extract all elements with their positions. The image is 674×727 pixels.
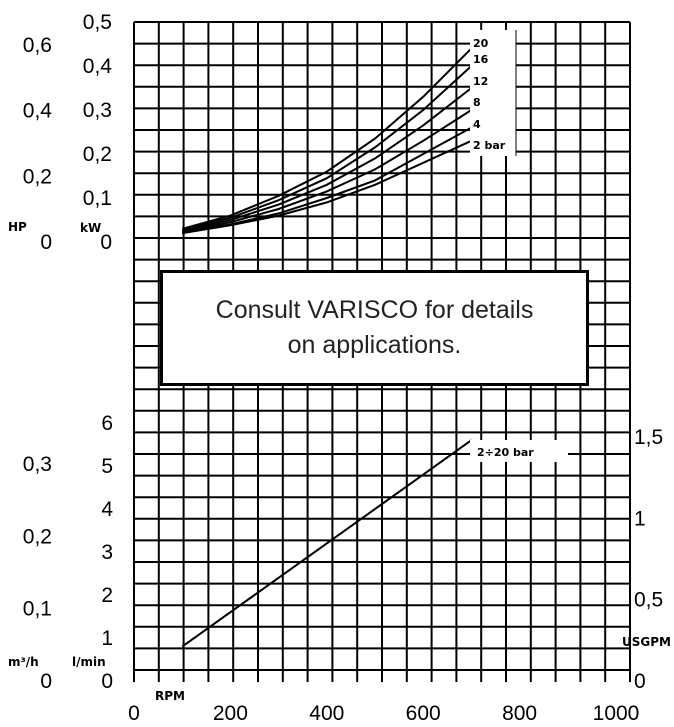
series-label: 16 xyxy=(473,53,489,66)
chart-ticks: 00,10,20,30,40,500,20,40,6012345600,10,2… xyxy=(23,11,663,725)
m3h-tick-label: 0,2 xyxy=(23,525,52,548)
usgpm-tick-label: 0,5 xyxy=(634,589,663,612)
flow-label-backdrop xyxy=(470,440,568,462)
m3h-tick-label: 0,3 xyxy=(23,453,52,476)
flow-series-label: 2÷20 bar xyxy=(477,446,534,459)
kw-tick-label: 0,2 xyxy=(83,143,112,166)
lmin-tick-label: 3 xyxy=(101,541,113,564)
lmin-axis-label: l/min xyxy=(72,655,106,669)
m3h-axis-label: m³/h xyxy=(8,655,39,669)
rpm-tick-label: 0 xyxy=(128,702,140,725)
usgpm-tick-label: 0 xyxy=(634,670,646,693)
usgpm-tick-label: 1,5 xyxy=(634,426,663,449)
hp-axis-label: HP xyxy=(8,220,27,234)
kw-tick-label: 0,1 xyxy=(83,187,112,210)
series-label-backdrop xyxy=(470,30,516,156)
consult-note-line-2: on applications. xyxy=(287,331,462,359)
power-curve xyxy=(181,109,472,234)
rpm-tick-label: 200 xyxy=(213,702,248,725)
kw-tick-label: 0,5 xyxy=(83,11,112,34)
lmin-tick-label: 2 xyxy=(101,584,113,607)
consult-note: Consult VARISCO for details on applicati… xyxy=(160,270,589,386)
chart-series xyxy=(181,47,473,648)
lmin-tick-label: 4 xyxy=(101,498,113,521)
kw-tick-label: 0,4 xyxy=(83,55,113,78)
power-curve xyxy=(181,65,473,231)
series-label: 12 xyxy=(473,75,488,88)
power-curve xyxy=(181,87,473,232)
hp-tick-label: 0,4 xyxy=(23,100,53,123)
rpm-tick-label: 600 xyxy=(406,702,441,725)
series-label: 20 xyxy=(473,37,489,50)
rpm-axis-label: RPM xyxy=(155,689,185,703)
hp-tick-label: 0,2 xyxy=(23,165,52,188)
lmin-tick-label: 6 xyxy=(101,412,113,435)
lmin-tick-label: 5 xyxy=(101,455,113,478)
series-label: 2 bar xyxy=(473,139,506,152)
consult-note-line-1: Consult VARISCO for details xyxy=(215,296,534,324)
usgpm-tick-label: 1 xyxy=(634,507,646,530)
m3h-tick-label: 0 xyxy=(40,670,52,693)
series-label: 8 xyxy=(473,96,481,109)
kw-tick-label: 0 xyxy=(100,231,112,254)
power-curve xyxy=(182,126,472,235)
kw-axis-label: kW xyxy=(80,221,101,235)
lmin-tick-label: 0 xyxy=(101,670,113,693)
rpm-tick-label: 1000 xyxy=(593,702,640,725)
power-curve xyxy=(181,47,473,230)
hp-tick-label: 0 xyxy=(40,231,52,254)
rpm-tick-label: 800 xyxy=(502,702,537,725)
usgpm-axis-label: USGPM xyxy=(622,635,671,649)
hp-tick-label: 0,6 xyxy=(23,34,52,57)
rpm-tick-label: 400 xyxy=(309,702,344,725)
flow-curve xyxy=(181,439,472,648)
series-label: 4 xyxy=(473,118,481,131)
m3h-tick-label: 0,1 xyxy=(23,598,52,621)
kw-tick-label: 0,3 xyxy=(83,99,112,122)
lmin-tick-label: 1 xyxy=(101,627,113,650)
